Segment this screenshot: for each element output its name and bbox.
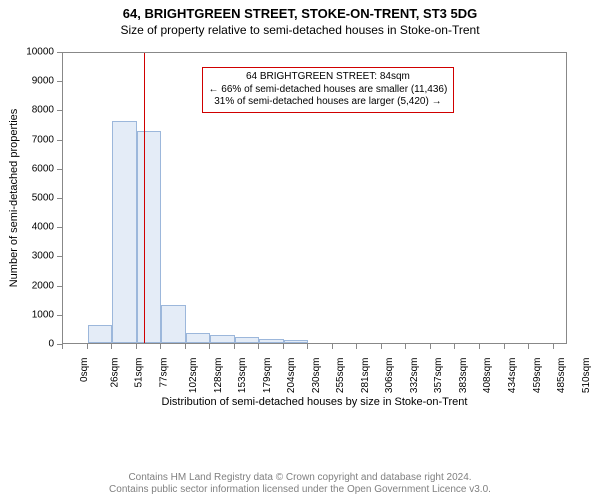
x-tick-label: 128sqm — [213, 358, 224, 394]
x-tick — [307, 344, 308, 349]
copyright-line2: Contains public sector information licen… — [0, 484, 600, 496]
property-size-marker — [144, 53, 145, 343]
x-tick — [209, 344, 210, 349]
annotation-line: 64 BRIGHTGREEN STREET: 84sqm — [209, 71, 448, 84]
x-tick-label: 204sqm — [286, 358, 297, 394]
x-tick-label: 306sqm — [384, 358, 395, 394]
x-tick — [381, 344, 382, 349]
y-tick — [57, 52, 62, 53]
x-tick-label: 179sqm — [262, 358, 273, 394]
y-tick-label: 8000 — [32, 105, 54, 116]
plot-area: 64 BRIGHTGREEN STREET: 84sqm← 66% of sem… — [62, 52, 567, 344]
y-tick-label: 7000 — [32, 134, 54, 145]
y-tick — [57, 169, 62, 170]
histogram-bar — [137, 131, 162, 343]
title-sub: Size of property relative to semi-detach… — [0, 21, 600, 37]
x-tick — [111, 344, 112, 349]
x-tick-label: 332sqm — [409, 358, 420, 394]
x-tick — [479, 344, 480, 349]
y-tick-label: 5000 — [32, 193, 54, 204]
x-tick — [430, 344, 431, 349]
x-tick-label: 485sqm — [556, 358, 567, 394]
x-tick — [504, 344, 505, 349]
x-tick — [528, 344, 529, 349]
histogram-bar — [259, 339, 284, 343]
histogram-bar — [161, 305, 186, 343]
chart-container: Number of semi-detached properties 64 BR… — [0, 40, 600, 440]
annotation-box: 64 BRIGHTGREEN STREET: 84sqm← 66% of sem… — [202, 67, 455, 113]
x-tick-label: 51sqm — [134, 358, 145, 388]
x-tick-label: 408sqm — [483, 358, 494, 394]
x-tick-label: 357sqm — [433, 358, 444, 394]
x-tick-label: 383sqm — [458, 358, 469, 394]
histogram-bar — [88, 325, 113, 343]
x-tick-label: 0sqm — [79, 358, 90, 382]
x-tick-label: 153sqm — [237, 358, 248, 394]
y-tick — [57, 286, 62, 287]
y-tick — [57, 227, 62, 228]
x-tick — [454, 344, 455, 349]
x-tick-label: 26sqm — [109, 358, 120, 388]
annotation-line: ← 66% of semi-detached houses are smalle… — [209, 84, 448, 97]
x-tick-label: 434sqm — [507, 358, 518, 394]
y-tick-label: 10000 — [26, 47, 54, 58]
y-tick-label: 4000 — [32, 222, 54, 233]
y-tick-label: 9000 — [32, 76, 54, 87]
x-axis-label: Distribution of semi-detached houses by … — [162, 396, 468, 408]
y-tick — [57, 198, 62, 199]
copyright-line1: Contains HM Land Registry data © Crown c… — [0, 472, 600, 484]
y-tick — [57, 110, 62, 111]
histogram-bar — [186, 333, 211, 343]
x-tick — [258, 344, 259, 349]
annotation-line: 31% of semi-detached houses are larger (… — [209, 96, 448, 109]
y-tick-label: 3000 — [32, 251, 54, 262]
x-tick — [283, 344, 284, 349]
x-tick-label: 459sqm — [532, 358, 543, 394]
x-tick-label: 230sqm — [311, 358, 322, 394]
x-tick-label: 255sqm — [335, 358, 346, 394]
y-tick-label: 1000 — [32, 309, 54, 320]
x-tick — [136, 344, 137, 349]
histogram-bar — [284, 340, 309, 344]
x-tick — [405, 344, 406, 349]
y-tick — [57, 315, 62, 316]
x-tick — [234, 344, 235, 349]
x-tick — [356, 344, 357, 349]
x-tick-label: 77sqm — [158, 358, 169, 388]
y-axis-label: Number of semi-detached properties — [8, 109, 20, 288]
title-main: 64, BRIGHTGREEN STREET, STOKE-ON-TRENT, … — [0, 0, 600, 21]
y-tick-label: 0 — [48, 339, 54, 350]
x-tick-label: 510sqm — [581, 358, 592, 394]
x-tick — [87, 344, 88, 349]
histogram-bar — [210, 335, 235, 343]
x-tick — [332, 344, 333, 349]
y-tick — [57, 256, 62, 257]
y-tick-label: 6000 — [32, 163, 54, 174]
histogram-bar — [235, 337, 260, 343]
x-tick — [185, 344, 186, 349]
copyright-footer: Contains HM Land Registry data © Crown c… — [0, 472, 600, 496]
x-tick-label: 281sqm — [360, 358, 371, 394]
y-tick — [57, 81, 62, 82]
x-tick-label: 102sqm — [188, 358, 199, 394]
y-tick-label: 2000 — [32, 280, 54, 291]
x-tick — [553, 344, 554, 349]
y-tick — [57, 140, 62, 141]
x-tick — [62, 344, 63, 349]
x-tick — [160, 344, 161, 349]
histogram-bar — [112, 121, 137, 343]
